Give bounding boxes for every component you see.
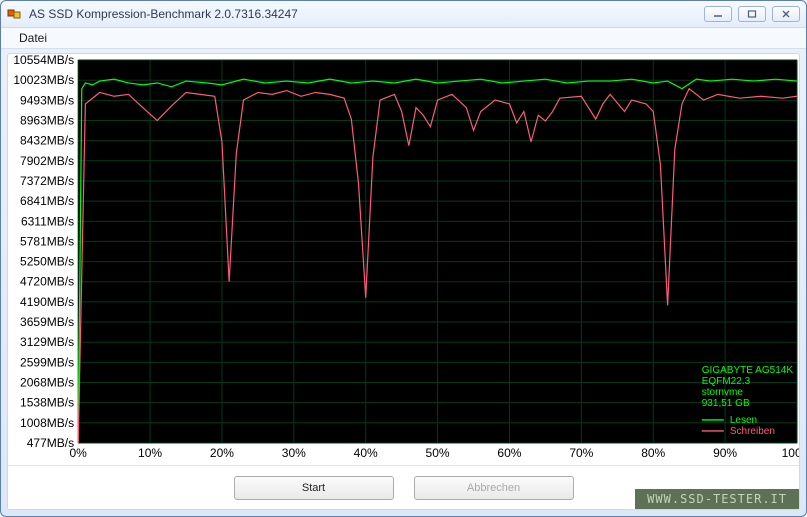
svg-text:10023MB/s: 10023MB/s	[13, 73, 74, 87]
svg-text:10%: 10%	[138, 446, 162, 460]
svg-text:Schreiben: Schreiben	[730, 426, 775, 437]
svg-text:70%: 70%	[569, 446, 593, 460]
compression-chart: 477MB/s 1008MB/s 1538MB/s 2068MB/s 2599MB/s 3…	[8, 54, 799, 465]
svg-text:6311MB/s: 6311MB/s	[21, 214, 74, 228]
watermark: WWW.SSD-TESTER.IT	[635, 489, 799, 509]
menu-datei[interactable]: Datei	[11, 29, 55, 47]
window-controls	[704, 6, 800, 22]
svg-text:6841MB/s: 6841MB/s	[20, 194, 74, 208]
maximize-button[interactable]	[738, 6, 766, 22]
start-button[interactable]: Start	[234, 476, 394, 500]
svg-text:50%: 50%	[426, 446, 450, 460]
svg-text:8432MB/s: 8432MB/s	[20, 134, 74, 148]
svg-text:3129MB/s: 3129MB/s	[20, 335, 74, 349]
svg-text:8963MB/s: 8963MB/s	[20, 113, 74, 127]
menubar: Datei	[1, 28, 806, 49]
svg-text:80%: 80%	[641, 446, 665, 460]
svg-text:931,51 GB: 931,51 GB	[702, 398, 750, 409]
svg-text:EQFM22.3: EQFM22.3	[702, 376, 751, 387]
window-title: AS SSD Kompression-Benchmark 2.0.7316.34…	[29, 7, 704, 21]
client-area: 477MB/s 1008MB/s 1538MB/s 2068MB/s 2599MB/s 3…	[7, 53, 800, 510]
minimize-button[interactable]	[704, 6, 732, 22]
svg-text:0%: 0%	[69, 446, 87, 460]
svg-text:9493MB/s: 9493MB/s	[20, 93, 74, 107]
svg-text:7372MB/s: 7372MB/s	[20, 174, 74, 188]
svg-text:GIGABYTE AG514K: GIGABYTE AG514K	[702, 365, 794, 376]
svg-text:477MB/s: 477MB/s	[27, 436, 74, 450]
chart-area: 477MB/s 1008MB/s 1538MB/s 2068MB/s 2599MB/s 3…	[8, 54, 799, 465]
svg-text:5781MB/s: 5781MB/s	[20, 234, 74, 248]
svg-text:7902MB/s: 7902MB/s	[20, 154, 74, 168]
svg-text:40%: 40%	[354, 446, 378, 460]
close-button[interactable]	[772, 6, 800, 22]
button-row: Start Abbrechen WWW.SSD-TESTER.IT	[8, 465, 799, 509]
svg-text:3659MB/s: 3659MB/s	[20, 315, 74, 329]
svg-text:60%: 60%	[497, 446, 521, 460]
svg-text:2599MB/s: 2599MB/s	[20, 355, 74, 369]
svg-text:10554MB/s: 10554MB/s	[13, 54, 74, 67]
svg-text:1008MB/s: 1008MB/s	[20, 416, 74, 430]
cancel-button: Abbrechen	[414, 476, 574, 500]
titlebar: AS SSD Kompression-Benchmark 2.0.7316.34…	[1, 1, 806, 28]
svg-text:1538MB/s: 1538MB/s	[20, 396, 74, 410]
svg-text:4720MB/s: 4720MB/s	[20, 275, 74, 289]
app-window: AS SSD Kompression-Benchmark 2.0.7316.34…	[0, 0, 807, 517]
app-icon	[7, 6, 23, 22]
svg-text:2068MB/s: 2068MB/s	[20, 375, 74, 389]
svg-text:20%: 20%	[210, 446, 234, 460]
svg-text:stornvme: stornvme	[702, 387, 744, 398]
svg-text:Lesen: Lesen	[730, 415, 757, 426]
svg-text:30%: 30%	[282, 446, 306, 460]
svg-text:90%: 90%	[713, 446, 737, 460]
svg-text:5250MB/s: 5250MB/s	[20, 255, 74, 269]
svg-text:4190MB/s: 4190MB/s	[20, 295, 74, 309]
svg-text:100%: 100%	[782, 446, 799, 460]
